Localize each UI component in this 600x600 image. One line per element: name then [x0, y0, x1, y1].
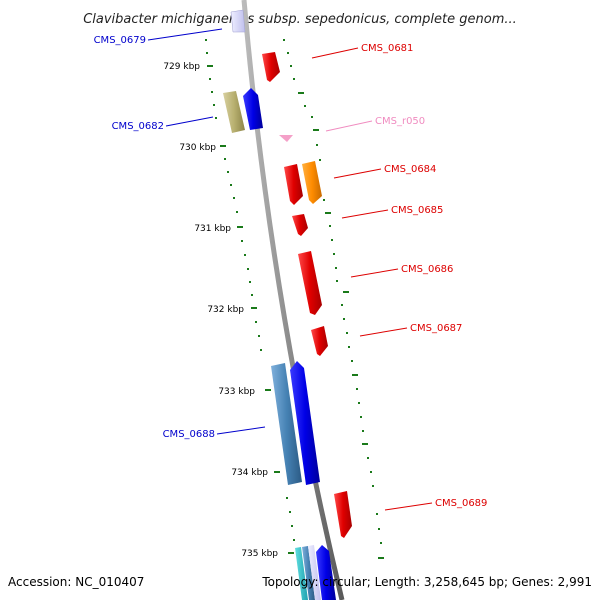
gene-cms-0687[interactable] [311, 326, 328, 356]
tick-label: 729 kbp [163, 62, 200, 72]
tick-label: 731 kbp [194, 224, 231, 234]
left-tick-track [205, 39, 295, 554]
gene-label-cms-0688[interactable]: CMS_0688 [163, 429, 215, 440]
gene-label-cms-r050[interactable]: CMS_r050 [375, 116, 425, 127]
gene-label-cms-0686[interactable]: CMS_0686 [401, 264, 453, 275]
gene-cms-0685[interactable] [292, 214, 308, 236]
gene-bottom-steel[interactable] [302, 546, 315, 600]
gene-cms-0688-steel[interactable] [271, 363, 302, 485]
gene-cms-0684-orange[interactable] [302, 161, 322, 204]
rna-cms-r050[interactable] [279, 135, 293, 142]
gene-features [223, 9, 352, 600]
tick-label: 734 kbp [231, 468, 268, 478]
gene-label-cms-0684[interactable]: CMS_0684 [384, 164, 436, 175]
gene-cms-0679[interactable] [230, 9, 246, 33]
gene-cms-0682[interactable] [243, 88, 263, 130]
gene-label-cms-0679[interactable]: CMS_0679 [94, 35, 146, 46]
tick-label: 735 kbp [241, 549, 278, 559]
right-tick-track [283, 39, 384, 559]
gene-label-cms-0687[interactable]: CMS_0687 [410, 323, 462, 334]
tick-label: 733 kbp [218, 387, 255, 397]
gene-cms-0689[interactable] [334, 491, 352, 538]
gene-bottom-teal[interactable] [295, 547, 308, 600]
accession-text: Accession: NC_010407 [8, 575, 144, 589]
kbp-tick-labels: 729 kbp 730 kbp 731 kbp 732 kbp 733 kbp … [163, 62, 278, 559]
gene-label-cms-0685[interactable]: CMS_0685 [391, 205, 443, 216]
gene-cms-0682-olive[interactable] [223, 91, 245, 133]
genome-backbone [241, 0, 345, 600]
map-title: Clavibacter michiganensis subsp. sepedon… [83, 12, 517, 27]
tick-label: 730 kbp [179, 143, 216, 153]
label-leader-lines [147, 28, 433, 511]
gene-cms-0684[interactable] [284, 164, 303, 205]
gene-label-cms-0689[interactable]: CMS_0689 [435, 498, 487, 509]
gene-cms-0688[interactable] [290, 361, 320, 485]
gene-cms-0686[interactable] [298, 251, 322, 315]
gene-cms-0681[interactable] [262, 52, 280, 82]
gene-bottom-blue[interactable] [316, 545, 336, 600]
gene-bottom-lavender[interactable] [308, 545, 321, 600]
gene-label-cms-0682[interactable]: CMS_0682 [112, 121, 164, 132]
gene-label-cms-0681[interactable]: CMS_0681 [361, 43, 413, 54]
gene-labels: CMS_0679 CMS_0681 CMS_0682 CMS_r050 CMS_… [94, 35, 488, 509]
topology-text: Topology: circular; Length: 3,258,645 bp… [261, 575, 592, 589]
tick-label: 732 kbp [207, 305, 244, 315]
